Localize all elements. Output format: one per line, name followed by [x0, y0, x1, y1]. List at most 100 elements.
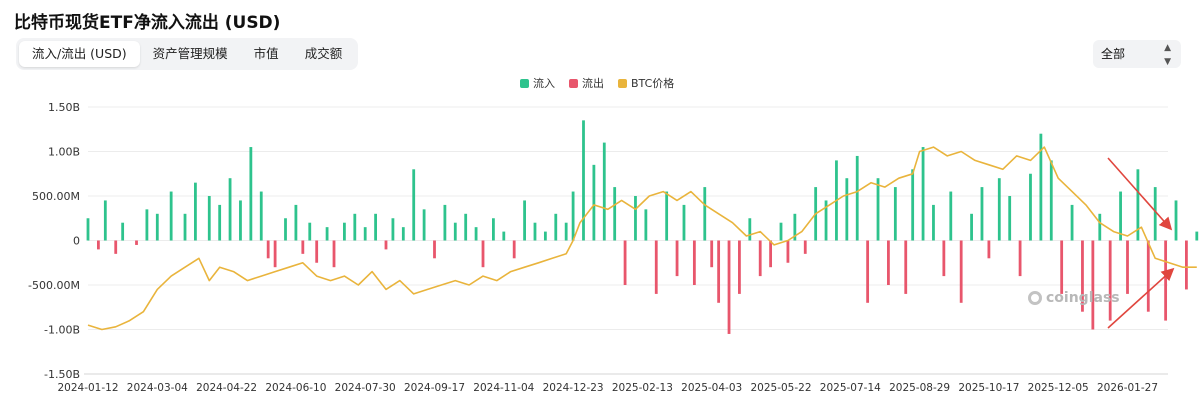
inflow-bar [294, 204, 298, 241]
x-tick-label: 2025-10-17 [958, 382, 1019, 394]
y-tick-label: 1.00B [48, 146, 80, 159]
outflow-bar [481, 240, 485, 268]
outflow-bar [887, 240, 890, 285]
outflow-bar [717, 240, 721, 303]
x-tick-label: 2024-11-04 [473, 382, 534, 394]
inflow-bar [121, 222, 125, 241]
outflow-bar [384, 240, 388, 250]
outflow-bar [1185, 240, 1188, 290]
inflow-bar [665, 191, 669, 241]
inflow-bar [325, 227, 329, 241]
outflow-bar [866, 240, 870, 303]
legend-item-outflow[interactable]: 流出 [569, 75, 604, 91]
outflow-bar [114, 240, 118, 254]
outflow-bar [727, 240, 731, 334]
x-tick-label: 2025-08-29 [889, 382, 950, 394]
outflow-bar [1060, 240, 1064, 294]
outflow-bar [1018, 240, 1022, 277]
tab-flows[interactable]: 流入/流出 (USD) [19, 41, 140, 67]
inflow-bar [464, 213, 468, 241]
x-tick-label: 2024-04-22 [196, 382, 257, 394]
x-tick-label: 2024-01-12 [57, 382, 118, 394]
inflow-bar [893, 187, 897, 241]
y-tick-label: 500.00M [32, 190, 80, 203]
outflow-bar [1108, 240, 1112, 321]
x-tick-label: 2025-12-05 [1028, 382, 1089, 394]
inflow-bar [564, 222, 568, 241]
x-tick-label: 2024-07-30 [335, 382, 396, 394]
outflow-bar [135, 240, 138, 245]
outflow-bar [512, 240, 516, 259]
y-tick-label: 1.50B [48, 101, 80, 114]
tab-market-cap[interactable]: 市值 [253, 46, 279, 61]
legend-item-inflow[interactable]: 流入 [520, 75, 555, 91]
y-tick-label: 0 [73, 235, 80, 248]
inflow-bar [363, 227, 367, 241]
inflow-bar [932, 204, 935, 241]
annotation-arrow-down [1107, 157, 1173, 231]
inflow-bar [308, 222, 312, 241]
coinglass-logo-icon [1028, 291, 1042, 305]
y-tick-label: -500.00M [28, 279, 80, 292]
outflow-bar [710, 240, 714, 268]
legend-item-price[interactable]: BTC价格 [618, 75, 674, 91]
outflow-bar [654, 240, 658, 294]
outflow-bar [1146, 240, 1150, 312]
inflow-bar [443, 204, 447, 241]
inflow-bar [353, 213, 357, 241]
inflow-bar [997, 178, 1001, 241]
outflow-bar [1091, 240, 1095, 330]
outflow-bar [803, 240, 807, 254]
inflow-bar [703, 187, 707, 241]
inflow-bar [155, 213, 159, 241]
outflow-bar [987, 240, 991, 259]
outflow-bar [959, 240, 963, 303]
inflow-bar [194, 182, 197, 241]
inflow-bar [218, 204, 222, 241]
inflow-bar [259, 191, 263, 241]
inflow-bar [634, 196, 637, 241]
inflow-bar [748, 218, 752, 241]
inflow-bar [554, 213, 558, 241]
outflow-bar [301, 240, 305, 254]
inflow-bar [1008, 196, 1012, 241]
inflow-bar [1049, 160, 1053, 241]
inflow-bar [613, 187, 617, 241]
legend-label-outflow: 流出 [582, 77, 604, 90]
inflow-bar [228, 178, 232, 241]
inflow-bar [1070, 204, 1074, 241]
tab-aum[interactable]: 资产管理规模 [152, 46, 228, 61]
inflow-bar [682, 204, 686, 241]
watermark: coinglass [1028, 290, 1120, 306]
inflow-bar [980, 187, 984, 241]
x-tick-label: 2025-04-03 [681, 382, 742, 394]
inflow-bar [921, 147, 925, 241]
inflow-bar [401, 227, 405, 241]
outflow-bar [266, 240, 270, 259]
inflow-bar [474, 227, 478, 241]
outflow-bar [332, 240, 336, 268]
inflow-bar [284, 218, 287, 241]
inflow-bar [523, 200, 526, 241]
inflow-bar [169, 191, 173, 241]
outflow-bar [904, 240, 908, 294]
tab-volume[interactable]: 成交额 [304, 46, 343, 61]
inflow-bar [911, 169, 915, 241]
outflow-bar [738, 240, 741, 294]
inflow-bar [855, 155, 859, 241]
filter-select[interactable]: 全部 ▲ ▼ [1093, 40, 1181, 68]
filter-select-value: 全部 [1101, 47, 1126, 61]
inflow-bar [592, 164, 596, 241]
y-tick-label: -1.50B [44, 368, 80, 381]
x-tick-label: 2025-05-22 [750, 382, 811, 394]
annotation-arrow-up [1107, 267, 1175, 329]
outflow-bar [1164, 240, 1168, 321]
inflow-bar [1174, 200, 1178, 241]
x-tick-label: 2026-01-27 [1097, 382, 1158, 394]
inflow-bar [644, 209, 648, 241]
x-tick-label: 2024-09-17 [404, 382, 465, 394]
inflow-bar [1195, 231, 1199, 241]
outflow-bar [675, 240, 679, 277]
x-tick-label: 2025-07-14 [820, 382, 881, 394]
outflow-bar [769, 240, 773, 268]
